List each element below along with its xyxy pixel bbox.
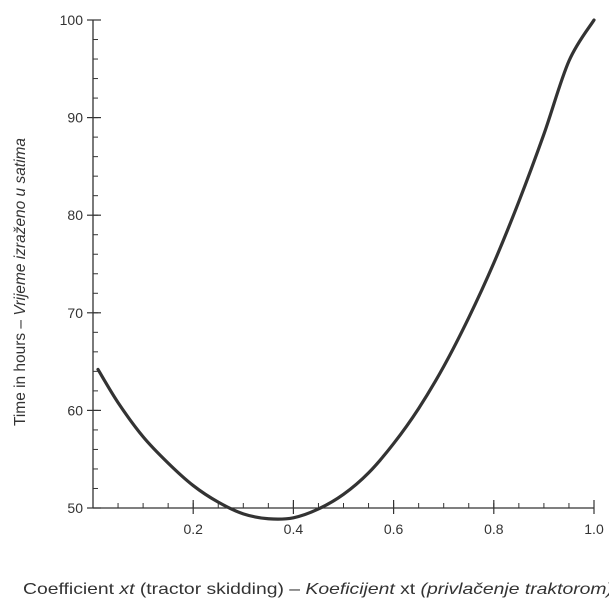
axis-title-part: xt <box>118 581 135 598</box>
y-tick-label: 60 <box>67 402 83 418</box>
tick-marks <box>87 19 595 514</box>
axis-title-part: Time in hours – <box>12 316 29 426</box>
y-tick-label: 70 <box>67 305 83 321</box>
x-tick-label: 0.8 <box>484 521 504 537</box>
axis-title-part: (tractor skidding) – <box>134 581 305 598</box>
axis-title-part: xt <box>400 581 416 598</box>
y-tick-label: 100 <box>60 12 84 28</box>
x-tick-label: 1.0 <box>584 521 604 537</box>
axis-title-part: Coefficient <box>23 581 119 598</box>
axis-title-part: Koeficijent <box>305 581 400 598</box>
axes <box>92 20 594 509</box>
y-axis-title: Time in hours – Vrijeme izraženo u satim… <box>12 138 29 426</box>
y-tick-label: 50 <box>67 500 83 516</box>
tick-labels: 50 60 70 80 90 100 0.2 0.4 0.6 0.8 1.0 <box>60 12 604 537</box>
axis-title-part: (privlačenje traktorom) <box>415 581 609 598</box>
x-tick-label: 0.2 <box>183 521 203 537</box>
x-tick-label: 0.6 <box>384 521 404 537</box>
series-line <box>96 18 596 521</box>
y-tick-label: 90 <box>67 110 83 126</box>
axis-title-part: Vrijeme izraženo u satima <box>12 138 29 316</box>
series-layer <box>96 18 596 521</box>
x-axis-title: Coefficient xt (tractor skidding) – Koef… <box>23 581 609 598</box>
x-tick-label: 0.4 <box>284 521 304 537</box>
y-tick-label: 80 <box>67 207 83 223</box>
